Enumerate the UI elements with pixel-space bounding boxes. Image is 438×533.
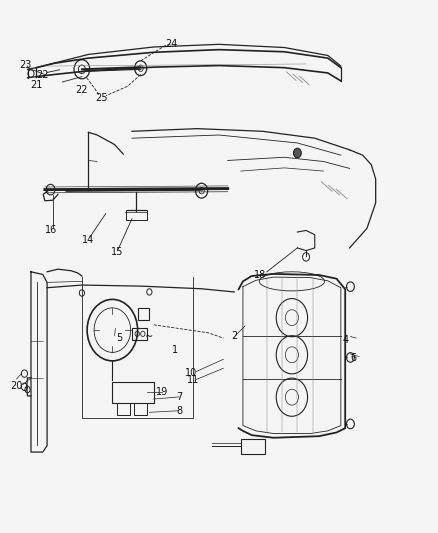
Text: 11: 11 [187, 375, 199, 385]
Text: 2: 2 [231, 332, 237, 342]
Text: 4: 4 [342, 335, 348, 345]
Text: 21: 21 [30, 79, 42, 90]
Text: 16: 16 [45, 225, 57, 235]
Text: 5: 5 [116, 333, 122, 343]
Text: ~: ~ [145, 332, 153, 342]
Text: 25: 25 [95, 93, 108, 103]
Circle shape [293, 148, 301, 158]
Text: 22: 22 [76, 85, 88, 95]
Text: 24: 24 [165, 39, 177, 49]
Text: 22: 22 [36, 70, 49, 79]
Text: 20: 20 [11, 381, 23, 391]
Text: 7: 7 [176, 392, 182, 402]
Text: 6: 6 [351, 353, 357, 362]
Text: 18: 18 [254, 270, 266, 280]
Text: 23: 23 [19, 60, 32, 70]
Text: 15: 15 [110, 247, 123, 257]
Text: 19: 19 [156, 386, 169, 397]
Text: 14: 14 [82, 235, 95, 245]
Text: 10: 10 [184, 368, 197, 377]
Text: 1: 1 [173, 345, 179, 356]
Text: 8: 8 [176, 406, 182, 416]
